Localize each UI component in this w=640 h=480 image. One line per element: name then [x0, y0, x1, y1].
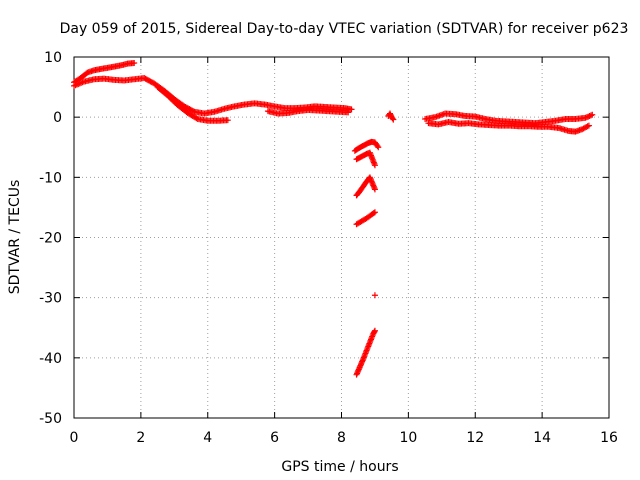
data-point-marker — [371, 162, 378, 169]
data-point-marker — [584, 123, 591, 130]
x-tick-label: 12 — [466, 430, 484, 446]
data-point-marker — [193, 115, 200, 122]
data-point-marker — [589, 111, 596, 118]
x-tick-label: 4 — [203, 430, 212, 446]
axis-ticks — [73, 56, 610, 419]
series-group — [353, 174, 378, 199]
data-point-marker — [375, 144, 382, 151]
data-point-marker — [371, 327, 378, 334]
y-tick-labels: -50 -40 -30 -20 -10 0 10 — [39, 50, 62, 427]
y-axis-label: SDTVAR / TECUs — [7, 180, 23, 295]
data-point-marker — [224, 117, 231, 124]
y-tick-label: -30 — [39, 291, 62, 307]
data-point-marker — [390, 116, 397, 123]
data-point-marker — [374, 143, 381, 150]
data-point-marker — [371, 209, 378, 216]
data-point-marker — [587, 112, 594, 119]
x-tick-labels: 0 2 4 6 8 10 12 14 16 — [70, 430, 618, 446]
series-group — [385, 110, 397, 123]
y-tick-label: -50 — [39, 411, 62, 427]
series-group — [422, 110, 596, 127]
data-point-marker — [585, 113, 592, 120]
x-tick-label: 14 — [533, 430, 551, 446]
y-tick-label: -10 — [39, 170, 62, 186]
y-tick-label: 0 — [53, 110, 62, 126]
grid-lines — [74, 57, 609, 418]
series-group — [353, 327, 378, 378]
x-tick-label: 8 — [337, 430, 346, 446]
data-point-marker — [370, 210, 377, 217]
series-group — [154, 84, 231, 124]
series-group — [353, 209, 378, 228]
series-group — [71, 60, 138, 86]
data-point-marker — [582, 114, 589, 121]
x-tick-label: 2 — [136, 430, 145, 446]
y-tick-label: -40 — [39, 351, 62, 367]
series-group — [351, 138, 382, 154]
series-group — [353, 149, 378, 169]
data-point-marker — [348, 106, 355, 113]
data-point-marker — [131, 60, 138, 67]
y-tick-label: 10 — [44, 50, 62, 66]
chart-title: Day 059 of 2015, Sidereal Day-to-day VTE… — [60, 21, 629, 37]
data-point-marker — [389, 115, 396, 122]
y-tick-label: -20 — [39, 231, 62, 247]
data-point-marker — [345, 109, 352, 116]
data-marks — [71, 60, 596, 378]
data-point-marker — [371, 292, 378, 299]
data-point-marker — [585, 122, 592, 129]
data-point-marker — [583, 114, 590, 121]
x-tick-label: 16 — [600, 430, 618, 446]
data-point-marker — [371, 186, 378, 193]
x-tick-label: 10 — [399, 430, 417, 446]
series-group — [264, 106, 352, 117]
series-group — [371, 292, 378, 299]
x-tick-label: 6 — [270, 430, 279, 446]
x-axis-label: GPS time / hours — [281, 459, 398, 475]
x-tick-label: 0 — [70, 430, 79, 446]
data-point-marker — [586, 112, 593, 119]
series-group — [425, 118, 592, 135]
